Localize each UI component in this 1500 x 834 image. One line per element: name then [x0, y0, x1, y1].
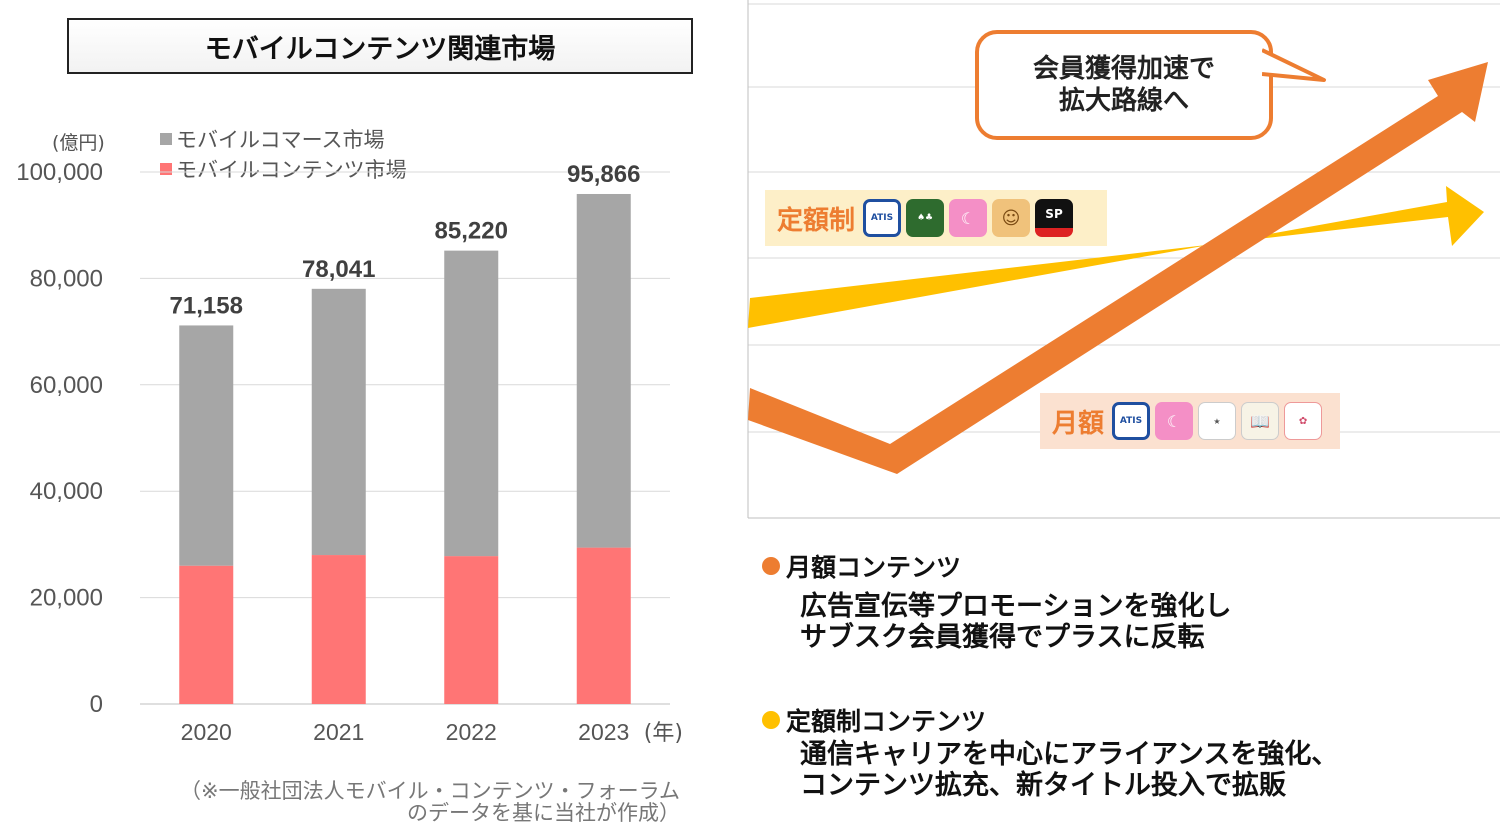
blonde-woman-app-icon: ☺ [992, 199, 1031, 237]
subscription-tag-label: 定額制 [777, 205, 856, 236]
pink-moon-app-icon: ☾ [1155, 402, 1194, 440]
bar-total-label: 85,220 [435, 218, 508, 245]
sp-app-icon: SP [1035, 199, 1074, 237]
bullet-monthly-desc-line2: サブスク会員獲得でプラスに反転 [800, 622, 1205, 653]
bar-total-label: 95,866 [567, 161, 640, 188]
y-tick-label: 100,000 [16, 159, 103, 186]
lucky-station-app-icon: ★ [1198, 402, 1237, 440]
book-app-icon: 📖 [1241, 402, 1280, 440]
bullet-subscription-desc-line1: 通信キャリアを中心にアライアンスを強化、 [800, 739, 1339, 770]
bullet-dot-orange [762, 557, 780, 575]
solitaire-app-icon: ♠♣ [906, 199, 945, 237]
callout-bubble: 会員獲得加速で 拡大路線へ [975, 30, 1273, 140]
atis-app-icon: ATIS [1112, 402, 1151, 440]
monthly-tag: 月額 ATIS ☾ ★ 📖 ✿ [1040, 393, 1340, 449]
pink-moon-app-icon: ☾ [949, 199, 988, 237]
bar-segment-commerce [576, 193, 631, 548]
legend-item-commerce: モバイルコマース市場 [160, 124, 385, 154]
chart-title-box: モバイルコンテンツ関連市場 [67, 18, 693, 74]
bar-segment-contents [576, 547, 631, 704]
trend-graphic [747, 0, 1500, 519]
bullet-subscription-title: 定額制コンテンツ [786, 707, 987, 736]
bar-segment-contents [444, 556, 499, 704]
subscription-trend-arrow [748, 186, 1484, 328]
bar-segment-commerce [179, 325, 234, 566]
bar-segment-commerce [444, 250, 499, 557]
bullet-subscription-desc: 通信キャリアを中心にアライアンスを強化、 コンテンツ拡充、新タイトル投入で拡販 [800, 739, 1338, 801]
legend-label-commerce: モバイルコマース市場 [176, 128, 385, 152]
y-unit-label: (億円) [52, 132, 105, 154]
x-tick-label: 2021 [313, 719, 364, 745]
nadeshiko-shoten-app-icon: ✿ [1284, 402, 1323, 440]
bar-segment-contents [311, 555, 366, 704]
monthly-trend-arrow [748, 62, 1488, 474]
bullet-monthly-title: 月額コンテンツ [786, 553, 962, 582]
callout-line1: 会員獲得加速で [1032, 54, 1215, 84]
legend-label-contents: モバイルコンテンツ市場 [176, 158, 407, 182]
bullet-subscription: 定額制コンテンツ [762, 702, 986, 738]
callout-line2: 拡大路線へ [1058, 86, 1189, 116]
bullet-dot-yellow [762, 711, 780, 729]
atis-app-icon: ATIS [863, 199, 902, 237]
x-tick-label: 2023 [578, 719, 629, 745]
bullet-monthly: 月額コンテンツ [762, 548, 961, 584]
y-tick-label: 80,000 [30, 265, 103, 292]
bullet-subscription-desc-line2: コンテンツ拡充、新タイトル投入で拡販 [800, 770, 1286, 801]
y-tick-label: 20,000 [30, 585, 103, 612]
bar-chart: 0 20,000 40,000 60,000 80,000 100,000 71,158 20… [16, 159, 683, 746]
y-tick-label: 0 [90, 691, 103, 718]
x-tick-label: 2020 [181, 719, 232, 745]
x-tick-label: 2022 [446, 719, 497, 745]
bar-total-label: 78,041 [302, 256, 375, 283]
monthly-tag-label: 月額 [1052, 408, 1105, 439]
bar-segment-commerce [311, 288, 366, 556]
chart-title: モバイルコンテンツ関連市場 [204, 33, 556, 65]
callout-tail [1262, 48, 1326, 82]
source-note-line1: （※一般社団法人モバイル・コンテンツ・フォーラム [180, 779, 680, 803]
x-unit-label: (年) [644, 721, 683, 746]
bar-segment-contents [179, 565, 234, 704]
subscription-tag: 定額制 ATIS ♠♣ ☾ ☺ SP [765, 190, 1107, 246]
source-note-line2: のデータを基に当社が作成） [407, 801, 680, 825]
legend-item-contents: モバイルコンテンツ市場 [160, 154, 407, 184]
source-note: （※一般社団法人モバイル・コンテンツ・フォーラム のデータを基に当社が作成） [60, 780, 680, 824]
y-tick-label: 60,000 [30, 372, 103, 399]
bullet-monthly-desc: 広告宣伝等プロモーションを強化し サブスク会員獲得でプラスに反転 [800, 591, 1231, 653]
bar-total-label: 71,158 [170, 292, 243, 319]
y-tick-label: 40,000 [30, 478, 103, 505]
bullet-monthly-desc-line1: 広告宣伝等プロモーションを強化し [800, 591, 1232, 622]
legend-swatch-commerce [160, 133, 172, 145]
